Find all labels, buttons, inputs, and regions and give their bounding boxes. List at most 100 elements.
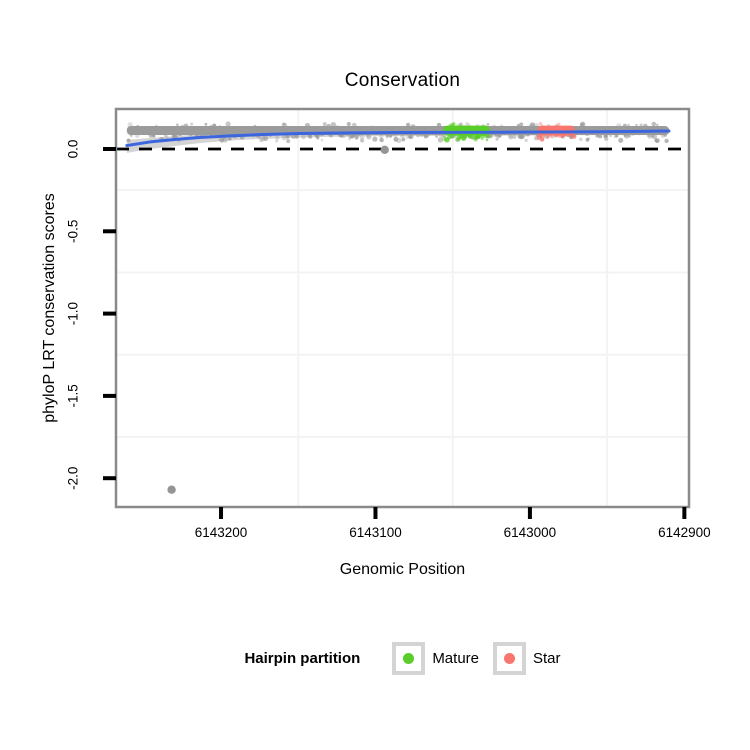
y-tick-label: -2.0 xyxy=(66,467,81,490)
scatter-point xyxy=(330,122,336,128)
x-tick xyxy=(682,507,687,519)
smooth-line xyxy=(125,129,671,148)
legend-item-mature: Mature xyxy=(392,641,479,675)
scatter-point xyxy=(604,136,609,141)
scatter-point xyxy=(372,136,378,142)
scatter-point xyxy=(550,135,555,139)
scatter-point xyxy=(654,138,658,143)
scatter-point xyxy=(283,122,286,126)
scatter-point xyxy=(467,134,471,138)
scatter-point xyxy=(275,135,280,141)
scatter-point xyxy=(199,132,204,137)
y-tick xyxy=(103,393,116,398)
scatter-point xyxy=(350,135,354,139)
scatter-point xyxy=(663,131,667,136)
scatter-point xyxy=(219,138,224,143)
scatter-point xyxy=(228,137,231,141)
scatter-point xyxy=(517,133,523,139)
scatter-point xyxy=(259,138,264,143)
scatter-point xyxy=(401,137,406,142)
scatter-point xyxy=(598,134,603,139)
scatter-point xyxy=(626,133,632,138)
y-tick xyxy=(103,229,116,234)
x-tick xyxy=(219,507,224,519)
scatter-point xyxy=(291,134,296,139)
scatter-point xyxy=(451,121,456,126)
scatter-point xyxy=(304,122,311,129)
scatter-point xyxy=(286,139,291,144)
scatter-point xyxy=(177,131,183,136)
scatter-point xyxy=(553,133,557,138)
scatter-point xyxy=(465,122,470,127)
scatter-point xyxy=(538,133,544,138)
scatter-point xyxy=(209,124,213,129)
scatter-point xyxy=(623,133,627,137)
scatter-point xyxy=(326,123,331,129)
scatter-point xyxy=(155,124,158,128)
scatter-point xyxy=(393,137,399,142)
scatter-point xyxy=(463,133,468,138)
scatter-point xyxy=(454,136,461,143)
scatter-point xyxy=(379,134,384,139)
scatter-point xyxy=(341,133,347,138)
scatter-point xyxy=(507,134,512,139)
scatter-point xyxy=(655,123,659,127)
scatter-point xyxy=(385,133,390,138)
scatter-point xyxy=(360,138,365,143)
scatter-point xyxy=(165,134,168,138)
scatter-point xyxy=(635,123,638,127)
scatter-point xyxy=(571,134,577,139)
scatter-point xyxy=(595,134,600,138)
scatter-point xyxy=(646,133,651,138)
scatter-point xyxy=(366,134,372,140)
scatter-point xyxy=(388,134,393,138)
y-tick-label: -0.5 xyxy=(66,220,81,243)
scatter-point xyxy=(370,125,374,129)
scatter-point xyxy=(477,135,481,139)
scatter-point xyxy=(437,137,444,143)
scatter-point xyxy=(488,134,492,138)
scatter-point xyxy=(281,135,287,141)
x-tick-label: 6143100 xyxy=(349,525,402,540)
scatter-point xyxy=(263,135,269,141)
scatter-point xyxy=(443,135,446,139)
y-tick-label: -1.0 xyxy=(66,302,81,325)
scatter-point xyxy=(579,122,584,127)
scatter-point xyxy=(188,131,193,136)
outlier-point xyxy=(380,145,389,155)
scatter-point xyxy=(218,138,221,141)
scatter-point xyxy=(569,134,573,138)
scatter-point xyxy=(538,121,543,126)
scatter-point xyxy=(468,133,473,138)
scatter-point xyxy=(516,123,520,127)
scatter-point xyxy=(322,122,327,127)
scatter-point xyxy=(275,139,278,143)
scatter-point xyxy=(492,124,496,129)
scatter-point xyxy=(204,122,208,126)
scatter-point xyxy=(627,123,630,127)
scatter-point xyxy=(396,137,402,144)
scatter-point xyxy=(348,137,352,141)
y-axis-label: phyloP LRT conservation scores xyxy=(41,193,58,423)
scatter-point xyxy=(135,133,140,138)
scatter-point xyxy=(613,134,618,138)
scatter-point xyxy=(456,123,462,129)
scatter-point xyxy=(530,122,536,128)
scatter-point xyxy=(518,133,524,140)
scatter-point xyxy=(618,137,624,143)
scatter-point xyxy=(408,135,412,139)
scatter-point xyxy=(379,137,384,143)
scatter-point xyxy=(473,137,478,142)
scatter-point xyxy=(459,134,465,140)
plot-title: Conservation xyxy=(344,70,461,91)
scatter-point xyxy=(449,134,454,139)
legend-item-star: Star xyxy=(493,641,561,675)
legend-label-star: Star xyxy=(533,649,561,667)
x-tick xyxy=(373,507,378,519)
scatter-point xyxy=(486,123,490,126)
scatter-point xyxy=(148,132,154,138)
scatter-point xyxy=(556,132,560,137)
scatter-point xyxy=(540,135,544,138)
scatter-point xyxy=(127,122,133,128)
